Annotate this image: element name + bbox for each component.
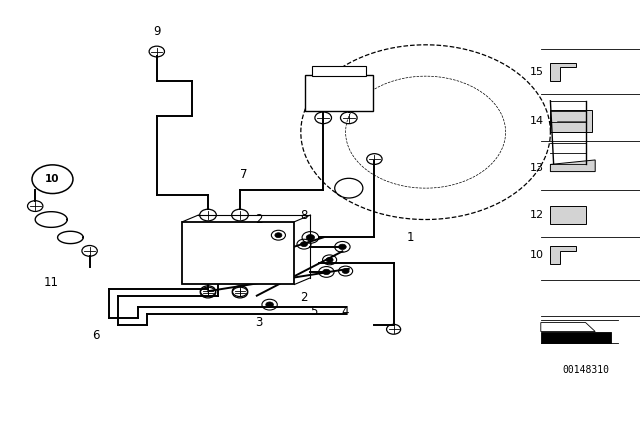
Polygon shape xyxy=(550,63,576,81)
Circle shape xyxy=(275,233,282,237)
Polygon shape xyxy=(541,323,595,332)
Text: 13: 13 xyxy=(530,163,544,173)
Text: 7: 7 xyxy=(240,168,248,181)
Text: 00148310: 00148310 xyxy=(562,365,609,375)
Circle shape xyxy=(323,269,330,275)
Circle shape xyxy=(306,235,315,240)
Text: 9: 9 xyxy=(153,25,161,38)
Bar xyxy=(182,222,294,284)
Text: 6: 6 xyxy=(92,329,100,342)
Text: 14: 14 xyxy=(530,116,544,126)
Text: 11: 11 xyxy=(44,276,59,289)
Text: 12: 12 xyxy=(530,210,544,220)
Polygon shape xyxy=(541,332,611,343)
Circle shape xyxy=(266,302,273,307)
Text: 5: 5 xyxy=(310,305,317,318)
Text: 10: 10 xyxy=(45,174,60,184)
Text: 8: 8 xyxy=(300,209,308,222)
Polygon shape xyxy=(550,160,595,172)
Text: 10: 10 xyxy=(530,250,544,260)
Circle shape xyxy=(339,244,346,250)
Bar xyxy=(550,206,586,224)
Bar xyxy=(550,110,592,132)
Circle shape xyxy=(326,257,333,262)
Bar xyxy=(312,66,366,76)
FancyBboxPatch shape xyxy=(305,75,373,111)
Text: 4: 4 xyxy=(342,305,349,318)
Text: 2: 2 xyxy=(300,291,308,304)
Text: 3: 3 xyxy=(255,316,263,329)
Circle shape xyxy=(342,268,349,273)
Text: 15: 15 xyxy=(530,67,544,77)
Circle shape xyxy=(301,242,307,246)
Text: 2: 2 xyxy=(255,213,263,226)
Text: 1: 1 xyxy=(406,231,414,244)
Polygon shape xyxy=(550,246,576,264)
